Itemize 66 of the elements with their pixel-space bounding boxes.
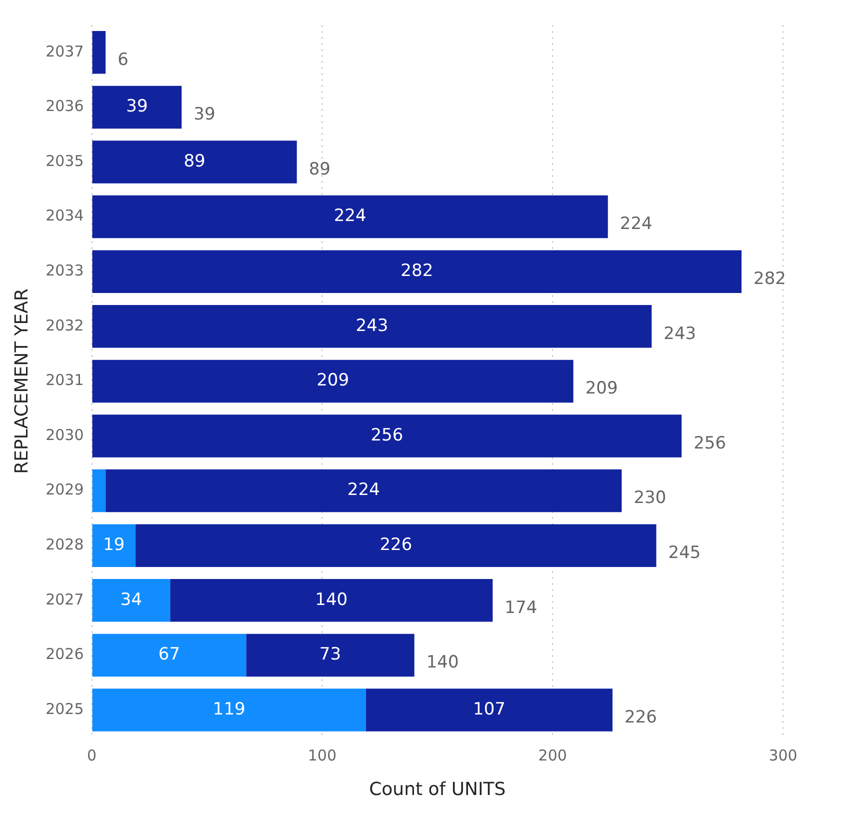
total-label: 209	[585, 378, 618, 399]
bar	[136, 524, 656, 567]
y-tick-label: 2028	[46, 535, 84, 554]
x-axis-title: Count of UNITS	[369, 778, 506, 800]
bar	[366, 688, 612, 732]
data-label: 67	[158, 644, 180, 665]
bar	[92, 31, 106, 74]
x-tick-label: 0	[87, 746, 97, 764]
bar	[170, 579, 493, 622]
data-label: 89	[184, 151, 206, 172]
x-tick-label: 100	[308, 746, 337, 764]
data-label: 34	[120, 590, 142, 610]
data-label: 243	[356, 316, 388, 336]
data-label: 224	[334, 206, 366, 226]
data-label: 119	[212, 699, 246, 720]
bar	[92, 524, 136, 567]
y-axis-title: REPLACEMENT YEAR	[11, 288, 32, 474]
bar	[92, 140, 297, 184]
x-tick-label: 200	[538, 746, 567, 764]
data-label: 39	[126, 96, 148, 117]
data-label: 73	[319, 644, 342, 665]
y-tick-label: 2035	[46, 152, 84, 170]
bar	[92, 579, 170, 622]
total-label: 245	[668, 543, 701, 564]
y-tick-label: 2030	[46, 426, 84, 444]
y-tick-label: 2031	[46, 371, 84, 390]
y-tick-label: 2027	[46, 590, 84, 608]
bar	[92, 305, 652, 348]
bar	[92, 634, 246, 677]
bar	[92, 86, 182, 129]
y-tick-label: 2033	[46, 261, 84, 280]
data-label: 282	[400, 261, 434, 282]
bar	[92, 469, 106, 512]
total-label: 174	[504, 598, 538, 618]
bar	[92, 360, 574, 403]
total-label: 224	[620, 214, 652, 234]
data-label: 140	[315, 590, 348, 610]
bar	[106, 469, 622, 512]
y-tick-label: 2037	[46, 42, 84, 60]
bar	[246, 634, 414, 677]
y-tick-label: 2036	[46, 97, 84, 116]
bar	[92, 688, 366, 732]
bar	[92, 195, 608, 238]
total-label: 226	[624, 707, 657, 728]
data-label: 107	[473, 699, 506, 720]
total-label: 230	[634, 488, 666, 508]
total-label: 89	[308, 159, 330, 180]
y-tick-label: 2029	[46, 480, 84, 499]
bar	[92, 414, 682, 458]
data-label: 224	[347, 480, 380, 500]
y-tick-label: 2025	[46, 700, 84, 718]
data-label: 226	[380, 535, 412, 556]
y-tick-label: 2026	[46, 645, 84, 664]
y-tick-label: 2032	[46, 316, 84, 334]
total-label: 39	[194, 104, 216, 125]
data-label: 209	[316, 370, 350, 391]
x-tick-label: 300	[768, 746, 798, 764]
total-label: 243	[664, 324, 696, 344]
bar	[92, 250, 742, 293]
total-label: 6	[118, 50, 128, 70]
data-label: 256	[370, 425, 404, 446]
total-label: 140	[426, 652, 459, 673]
data-label: 19	[103, 535, 125, 556]
total-label: 282	[754, 269, 786, 290]
y-tick-label: 2034	[46, 206, 84, 225]
total-label: 256	[694, 433, 726, 454]
